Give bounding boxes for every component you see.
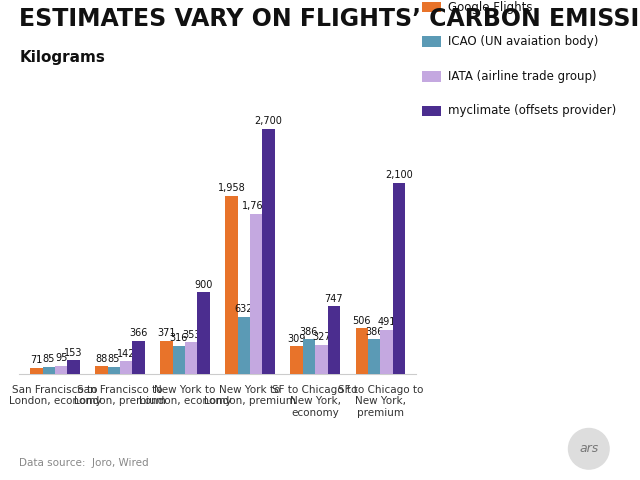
Text: 1,766: 1,766 — [243, 201, 270, 211]
Text: 85: 85 — [43, 354, 55, 364]
Bar — [185, 342, 197, 374]
Text: 506: 506 — [353, 316, 371, 325]
Text: IATA (airline trade group): IATA (airline trade group) — [449, 70, 597, 83]
Bar — [197, 292, 210, 374]
Text: 309: 309 — [287, 334, 306, 344]
Text: 2,700: 2,700 — [255, 116, 283, 126]
Text: 316: 316 — [170, 333, 188, 343]
Bar — [380, 330, 392, 374]
Bar — [368, 339, 380, 374]
Text: Data source:  Joro, Wired: Data source: Joro, Wired — [19, 458, 149, 468]
Text: 142: 142 — [117, 349, 136, 359]
Bar — [225, 196, 238, 374]
Bar — [291, 346, 303, 374]
Bar — [392, 183, 405, 374]
Circle shape — [568, 429, 609, 469]
Text: 327: 327 — [312, 332, 331, 342]
Bar — [238, 317, 250, 374]
Text: 85: 85 — [108, 354, 120, 364]
Bar — [173, 346, 185, 374]
Text: 747: 747 — [324, 294, 343, 304]
Bar — [43, 367, 55, 374]
Text: 153: 153 — [64, 348, 83, 358]
Bar — [262, 129, 275, 374]
Bar — [67, 360, 80, 374]
Text: 632: 632 — [235, 304, 253, 314]
Text: myclimate (offsets provider): myclimate (offsets provider) — [449, 104, 616, 118]
Text: 386: 386 — [365, 326, 383, 336]
Bar — [55, 366, 67, 374]
Text: Google Flights: Google Flights — [449, 0, 533, 14]
Bar — [120, 361, 132, 374]
Text: ICAO (UN avaiation body): ICAO (UN avaiation body) — [449, 35, 599, 48]
Text: 1,958: 1,958 — [218, 183, 246, 193]
Text: 71: 71 — [30, 355, 43, 365]
Text: ESTIMATES VARY ON FLIGHTS’ CARBON EMISSIONS: ESTIMATES VARY ON FLIGHTS’ CARBON EMISSI… — [19, 7, 640, 31]
Text: 900: 900 — [195, 280, 213, 290]
Text: 88: 88 — [95, 354, 108, 364]
Bar — [328, 306, 340, 374]
Bar — [30, 368, 43, 374]
Bar — [303, 339, 315, 374]
Bar — [250, 214, 262, 374]
Text: Kilograms: Kilograms — [19, 50, 105, 65]
Text: 386: 386 — [300, 326, 318, 336]
Bar — [161, 341, 173, 374]
Text: ars: ars — [579, 442, 598, 456]
Bar — [355, 328, 368, 374]
Text: 2,100: 2,100 — [385, 170, 413, 180]
Text: 491: 491 — [377, 317, 396, 327]
Bar — [315, 345, 328, 374]
Bar — [132, 341, 145, 374]
Text: 371: 371 — [157, 328, 176, 338]
Text: 95: 95 — [55, 353, 67, 363]
Bar — [108, 367, 120, 374]
Text: 366: 366 — [129, 328, 148, 338]
Text: 353: 353 — [182, 330, 200, 339]
Bar — [95, 366, 108, 374]
